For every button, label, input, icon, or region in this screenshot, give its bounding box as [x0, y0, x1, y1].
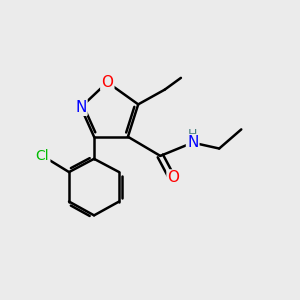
Text: Cl: Cl [36, 149, 49, 163]
Text: O: O [168, 170, 180, 185]
Text: N: N [75, 100, 86, 115]
Text: H: H [188, 128, 197, 141]
Text: O: O [101, 75, 113, 90]
Text: N: N [187, 135, 198, 150]
